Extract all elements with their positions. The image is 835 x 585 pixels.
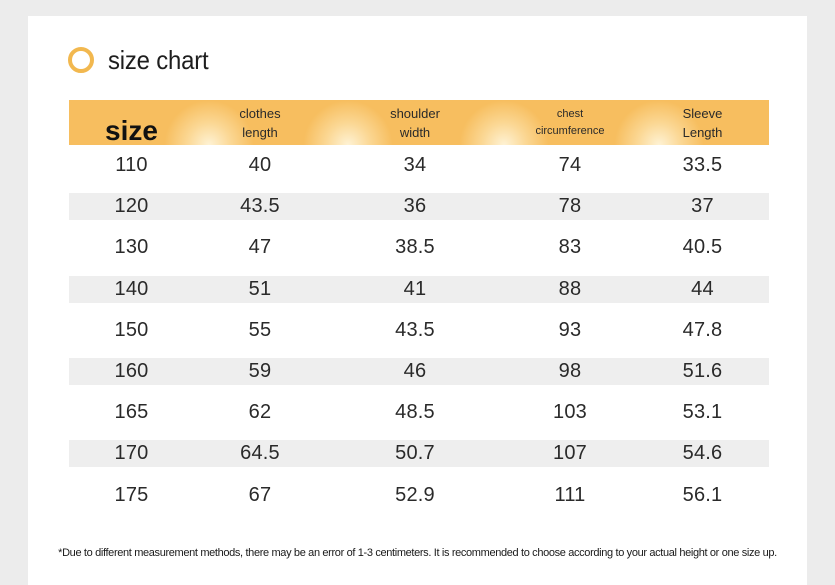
header-sleeve-line2: Length [682, 124, 723, 140]
page-title: size chart [108, 44, 209, 75]
cell-size: 165 [114, 401, 149, 424]
cell-chest: 103 [553, 401, 587, 424]
ring-icon [68, 47, 94, 73]
cell-sleeve: 47.8 [682, 318, 723, 341]
cell-size: 110 [115, 154, 148, 177]
cell-clothes-length: 40 [248, 154, 272, 177]
header-sleeve-length: Sleeve Length [636, 100, 769, 145]
cell-clothes-length: 62 [248, 401, 272, 424]
cell-clothes-length: 47 [248, 236, 272, 259]
cell-clothes-length: 67 [248, 483, 272, 506]
header-chest-line1: chest [556, 107, 584, 120]
table-header: size clothes length shoulder width chest… [69, 100, 769, 145]
cell-clothes-length: 59 [248, 360, 272, 383]
cell-clothes-length: 43.5 [240, 195, 280, 218]
cell-chest: 74 [558, 154, 582, 177]
cell-shoulder-width: 43.5 [395, 318, 435, 341]
cell-shoulder-width: 50.7 [395, 442, 435, 465]
cell-clothes-length: 51 [248, 277, 272, 300]
table-row: 140 51 41 88 44 [69, 269, 769, 310]
cell-sleeve: 56.1 [682, 483, 723, 506]
cell-sleeve: 37 [691, 195, 714, 218]
header-chest-circumference: chest circumference [504, 100, 636, 145]
cell-sleeve: 40.5 [682, 236, 723, 259]
cell-chest: 98 [558, 360, 582, 383]
cell-size: 170 [114, 442, 149, 465]
cell-chest: 107 [553, 442, 587, 465]
header-sleeve-line1: Sleeve [682, 105, 723, 121]
cell-size: 140 [114, 277, 149, 300]
header-clothes-line1: clothes [239, 105, 281, 121]
cell-size: 130 [114, 236, 149, 259]
cell-shoulder-width: 41 [403, 277, 427, 300]
size-table: size clothes length shoulder width chest… [69, 100, 769, 516]
cell-clothes-length: 64.5 [240, 442, 280, 465]
header-size: size [105, 115, 158, 145]
header-chest-line2: circumference [535, 124, 605, 137]
cell-shoulder-width: 36 [403, 195, 427, 218]
title-block: size chart [68, 42, 217, 78]
table-row: 130 47 38.5 83 40.5 [69, 227, 769, 268]
cell-chest: 83 [558, 236, 582, 259]
cell-shoulder-width: 46 [403, 360, 427, 383]
cell-sleeve: 33.5 [682, 154, 723, 177]
table-row: 170 64.5 50.7 107 54.6 [69, 433, 769, 474]
table-row: 160 59 46 98 51.6 [69, 351, 769, 392]
table-row: 175 67 52.9 111 56.1 [69, 475, 769, 516]
cell-chest: 93 [558, 318, 582, 341]
cell-chest: 88 [558, 277, 582, 300]
cell-sleeve: 54.6 [682, 442, 723, 465]
cell-sleeve: 44 [691, 277, 714, 300]
cell-size: 120 [114, 195, 149, 218]
cell-shoulder-width: 38.5 [395, 236, 435, 259]
cell-chest: 111 [554, 483, 586, 506]
cell-size: 175 [114, 483, 149, 506]
cell-size: 160 [114, 360, 149, 383]
header-shoulder-width: shoulder width [326, 100, 504, 145]
table-row: 165 62 48.5 103 53.1 [69, 392, 769, 433]
table-row: 110 40 34 74 33.5 [69, 145, 769, 186]
cell-size: 150 [114, 318, 149, 341]
header-shoulder-line2: width [399, 124, 431, 140]
cell-shoulder-width: 52.9 [395, 483, 435, 506]
cell-shoulder-width: 48.5 [395, 401, 435, 424]
cell-chest: 78 [558, 195, 582, 218]
table-row: 150 55 43.5 93 47.8 [69, 310, 769, 351]
header-clothes-line2: length [242, 124, 278, 140]
cell-sleeve: 53.1 [682, 401, 723, 424]
cell-sleeve: 51.6 [682, 360, 723, 383]
measurement-note: *Due to different measurement methods, t… [58, 547, 777, 559]
cell-clothes-length: 55 [248, 318, 272, 341]
cell-shoulder-width: 34 [403, 154, 427, 177]
table-body: 110 40 34 74 33.5 120 43.5 36 78 37 130 … [69, 145, 769, 516]
header-shoulder-line1: shoulder [390, 105, 440, 121]
table-row: 120 43.5 36 78 37 [69, 186, 769, 227]
header-clothes-length: clothes length [194, 100, 326, 145]
